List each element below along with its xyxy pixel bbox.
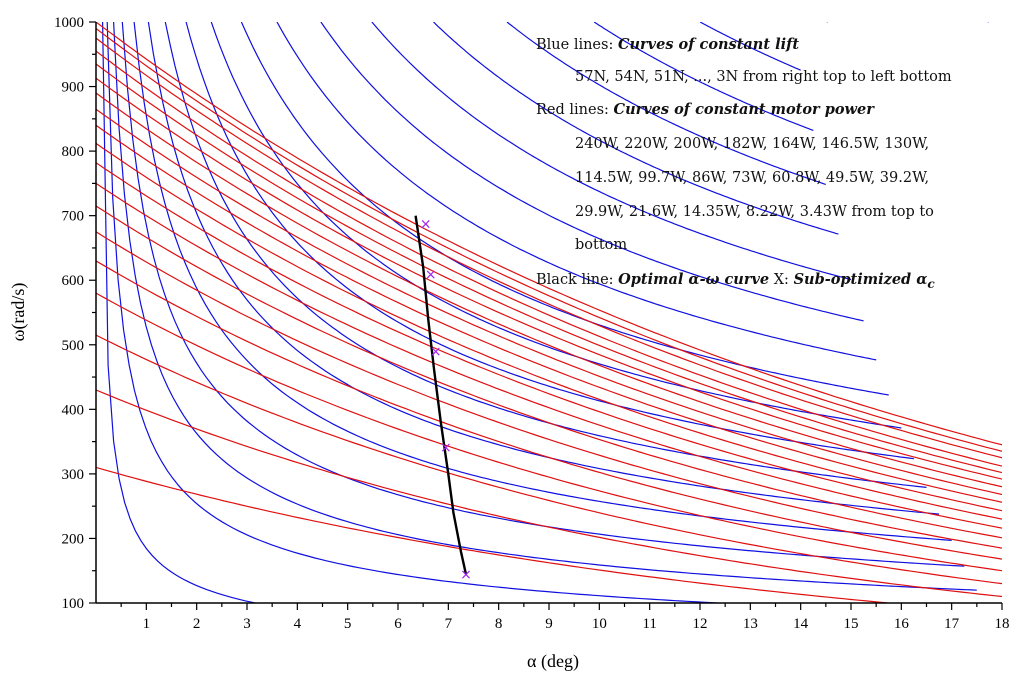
power-curve-21.6W [96,292,1002,572]
legend-red-values-3: 29.9W, 21.6W, 14.35W, 8.22W, 3.43W from … [575,204,934,220]
lift-curve-48N [593,22,814,131]
lift-curve-36N [320,22,864,322]
sub-optimized-marker-5: × [460,567,472,583]
x-tick-label-14: 14 [793,616,809,632]
legend-red-values-1: 240W, 220W, 200W, 182W, 164W, 146.5W, 13… [575,136,930,152]
lift-curve-27N [210,22,902,429]
sub-optimized-marker-2: × [425,267,437,283]
lift-curve-6N [106,22,729,603]
optimal-curve [414,215,468,575]
x-tick-label-18: 18 [995,616,1010,632]
y-tick-label-1000: 1000 [54,15,84,31]
legend-blue-title: Blue lines: [536,37,614,53]
legend-red-desc: Curves of constant motor power [613,101,874,118]
sub-optimized-marker-1: × [420,216,432,232]
legend-red-values-4: bottom [575,237,628,253]
x-tick-label-5: 5 [344,616,352,632]
power-curve-146.5W [96,77,1002,480]
x-tick-label-15: 15 [844,616,859,632]
legend-x-desc: Sub-optimized α [793,271,928,288]
x-tick-label-6: 6 [394,616,402,632]
lift-curve-3N [102,22,259,603]
x-tick-label-7: 7 [445,616,453,632]
x-tick-label-11: 11 [642,616,656,632]
x-tick-label-17: 17 [944,616,960,632]
power-curve-60.8W [96,182,1002,529]
power-curve-220W [96,28,1002,452]
lift-curve-30N [240,22,889,396]
y-tick-label-900: 900 [62,80,85,96]
legend-red-row: Red lines: Curves of constant motor powe… [536,101,874,118]
y-tick-label-600: 600 [62,273,85,289]
power-curve-200W [96,37,1002,459]
power-curve-182W [96,50,1002,467]
x-tick-label-16: 16 [894,616,910,632]
sub-optimized-marker-4: × [440,440,452,456]
legend-black-row: Black line: Optimal α-ω curve X: Sub-opt… [536,271,935,291]
power-curve-29.9W [96,260,1002,560]
lift-curve-57N [987,22,989,23]
sub-optimized-marker-3: × [430,344,442,360]
plot-area: × × × × × [96,22,1002,603]
y-tick-label-500: 500 [62,338,85,354]
x-tick-label-10: 10 [592,616,607,632]
x-tick-label-2: 2 [193,616,201,632]
lift-curve-51N [699,22,801,71]
legend-red-values-2: 114.5W, 99.7W, 86W, 73W, 60.8W, 49.5W, 3… [575,170,930,186]
legend-x-sub: c [927,276,935,291]
power-curve-240W [96,22,1002,446]
lift-curve-33N [276,22,877,361]
lift-curve-45N [506,22,826,185]
x-tick-label-8: 8 [495,616,503,632]
axes: 1 2 3 4 5 6 7 8 9 10 11 12 13 14 15 16 17 181002003004005… [54,15,1010,632]
x-tick-label-13: 13 [743,616,758,632]
y-tick-label-800: 800 [62,144,85,160]
y-axis-title: ω(rad/s) [8,283,29,342]
power-curve-114.5W [96,108,1002,496]
x-tick-label-1: 1 [143,616,151,632]
lift-curve-21N [164,22,927,488]
legend-blue-values: 57N, 54N, 51N, ..., 3N from right top to… [575,69,952,85]
x-tick-label-4: 4 [294,616,302,632]
lift-curve-9N [113,22,977,591]
legend-x-title: X: [773,272,789,288]
x-tick-label-9: 9 [545,616,553,632]
y-tick-label-400: 400 [62,402,85,418]
power-curve-86W [96,142,1002,512]
power-curve-39.2W [96,231,1002,549]
x-axis-title: α (deg) [527,651,579,672]
y-tick-label-200: 200 [62,531,85,547]
legend-black-title: Black line: [536,272,614,288]
legend-red-title: Red lines: [536,102,609,118]
power-curve-49.5W [96,205,1002,539]
power-curve-3.43W [96,466,896,603]
power-curve-14.35W [96,334,1002,585]
power-curve-164W [96,63,1002,474]
y-tick-label-700: 700 [62,209,85,225]
y-tick-label-300: 300 [62,467,85,483]
power-curve-130W [96,92,1002,488]
power-curve-8.22W [96,389,1002,598]
power-curve-73W [96,162,1002,520]
x-tick-label-12: 12 [693,616,708,632]
y-tick-label-100: 100 [62,596,85,612]
lift-curve-54N [826,22,828,23]
lift-curve-42N [433,22,839,235]
lift-curve-39N [371,22,852,281]
legend-blue-row: Blue lines: Curves of constant lift [536,36,800,53]
power-curve-99.7W [96,124,1002,503]
x-tick-label-3: 3 [243,616,251,632]
lift-curve-15N [133,22,952,541]
legend-blue-desc: Curves of constant lift [617,36,800,53]
legend-black-desc: Optimal α-ω curve [618,271,770,288]
